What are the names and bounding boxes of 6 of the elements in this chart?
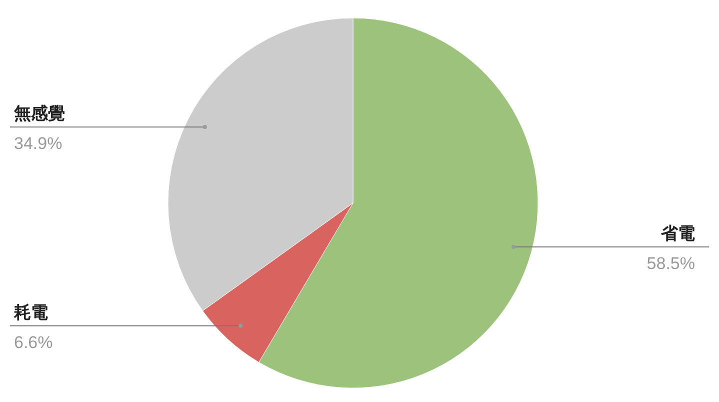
data-label: 34.9% [14, 134, 62, 153]
slice-label: 無感覺 [13, 104, 65, 124]
data-label: 6.6% [14, 332, 53, 352]
data-label: 58.5% [646, 254, 695, 273]
slice-label: 耗電 [13, 302, 48, 323]
slice-label: 省電 [660, 224, 695, 244]
